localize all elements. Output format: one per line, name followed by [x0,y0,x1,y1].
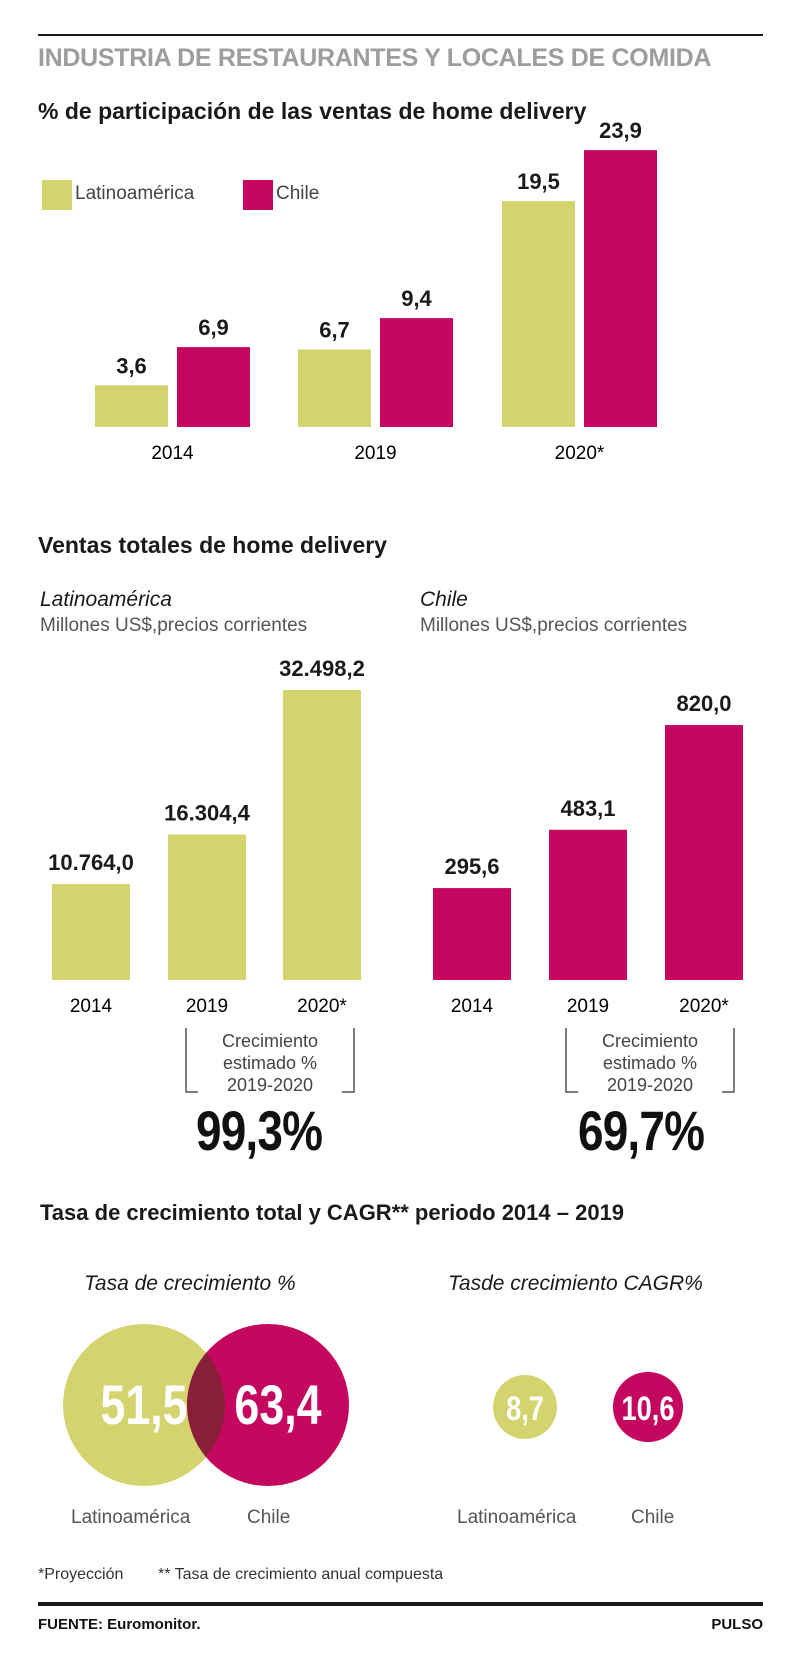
chart1-title: % de participación de las ventas de home… [38,98,587,124]
bubble-chile-total-label: 63,4 [234,1373,321,1436]
cagr-subtitle: Tasde crecimiento CAGR% [448,1272,703,1295]
x-tick-label-latinoam-rica-2020: 2020* [297,996,347,1017]
bar-chile-2014 [177,347,250,427]
cagr-bubbles: 8,7 10,6 [493,1372,683,1442]
chile-growth-bracket [565,1028,735,1093]
chile-growth-line-3: 2019-2020 [606,1075,694,1095]
chile-unit: Millones US$,precios corrientes [420,615,688,636]
bubble-overlap [187,1353,225,1457]
bar-chile-2020 [665,725,743,980]
latam-growth-line-1: Crecimiento [221,1031,319,1051]
x-tick-label-latinoam-rica-2019: 2019 [186,996,228,1017]
bar-chile-2014 [433,888,511,980]
bubble-chile-cagr [613,1372,683,1442]
bar-chile-2020 [584,150,657,427]
chile-growth-value: 69,7% [578,1099,705,1162]
brand-credit: PULSO [711,1616,763,1633]
x-tick-label-2019: 2019 [354,443,396,464]
legend-swatch-chile [243,180,273,210]
value-label-chile-2014: 6,9 [198,315,229,340]
cagr-latam-label: Latinoamérica [457,1507,577,1528]
value-label-latinoam-rica-2020: 32.498,2 [279,656,365,681]
share-bar-chart: 3,6 6,9 2014 6,7 9,4 2019 19,5 23,9 2020* [95,120,657,464]
x-tick-label-chile-2019: 2019 [567,996,609,1017]
bar-latinoam-rica-2019 [168,834,246,980]
source-credit: FUENTE: Euromonitor. [38,1616,201,1633]
chile-growth-line-2: estimado % [602,1053,698,1073]
bubble-latam-cagr [493,1375,557,1439]
bar-latinoam-rica-2014 [52,883,130,980]
value-label-chile-2014: 295,6 [444,854,499,879]
bar-chile-2019 [380,318,453,427]
latam-growth-caption: Crecimiento estimado % 2019-2020 [190,1030,350,1096]
value-label-chile-2019: 9,4 [401,286,432,311]
x-tick-label-chile-2020: 2020* [679,996,729,1017]
bubble-chile-total [187,1324,349,1486]
footnote-cagr: ** Tasa de crecimiento anual compuesta [158,1566,444,1583]
chile-growth-line-1: Crecimiento [601,1031,699,1051]
bubble-latam-cagr-label: 8,7 [506,1389,544,1428]
bubble-latam-total-label: 51,5 [100,1373,187,1436]
bar-latinoam-rica-2019 [298,349,371,427]
chart3-title: Tasa de crecimiento total y CAGR** perio… [40,1200,625,1225]
legend-swatch-latam [42,180,72,210]
chart2-title: Ventas totales de home delivery [38,532,387,558]
cagr-chile-label: Chile [631,1507,675,1528]
bubble-chile-cagr-label: 10,6 [622,1389,675,1428]
bar-latinoam-rica-2020 [283,690,361,980]
chile-subtitle: Chile [420,588,468,611]
bar-latinoam-rica-2020 [502,201,575,427]
latam-sales-bar-chart: 10.764,0 2014 16.304,4 2019 32.498,2 2020* [48,656,365,1017]
latam-growth-line-2: estimado % [222,1053,318,1073]
latam-growth-bracket [185,1028,355,1093]
value-label-chile-2020: 820,0 [676,691,731,716]
chile-growth-caption: Crecimiento estimado % 2019-2020 [570,1030,730,1096]
latam-growth-line-3: 2019-2020 [226,1075,314,1095]
chile-sales-bar-chart: 295,6 2014 483,1 2019 820,0 2020* [433,691,743,1017]
legend-label-latam: Latinoamérica [75,183,195,204]
total-growth-subtitle: Tasa de crecimiento % [84,1272,296,1295]
value-label-chile-2019: 483,1 [560,796,615,821]
total-growth-bubbles: 51,5 63,4 [63,1324,349,1486]
total-chile-label: Chile [247,1507,291,1528]
value-label-chile-2020: 23,9 [599,120,642,143]
footnote-projection: *Proyección [38,1566,124,1583]
value-label-latinoam-rica-2014: 3,6 [116,353,147,378]
value-label-latinoam-rica-2019: 16.304,4 [164,801,250,826]
value-label-latinoam-rica-2014: 10.764,0 [48,850,134,875]
latam-unit: Millones US$,precios corrientes [40,615,308,636]
total-latam-label: Latinoamérica [71,1507,191,1528]
x-tick-label-2014: 2014 [151,443,194,464]
legend-label-chile: Chile [276,183,320,204]
bar-chile-2019 [549,829,627,980]
latam-subtitle: Latinoamérica [40,588,172,611]
value-label-latinoam-rica-2019: 6,7 [319,317,350,342]
top-rule [38,34,763,36]
bubble-latam-total [63,1324,225,1486]
x-tick-label-2020: 2020* [555,443,605,464]
bottom-rule [38,1602,763,1606]
x-tick-label-latinoam-rica-2014: 2014 [70,996,113,1017]
page-title: INDUSTRIA DE RESTAURANTES Y LOCALES DE C… [38,44,712,72]
value-label-latinoam-rica-2020: 19,5 [517,169,560,194]
latam-growth-value: 99,3% [196,1099,323,1162]
bar-latinoam-rica-2014 [95,385,168,427]
x-tick-label-chile-2014: 2014 [451,996,494,1017]
